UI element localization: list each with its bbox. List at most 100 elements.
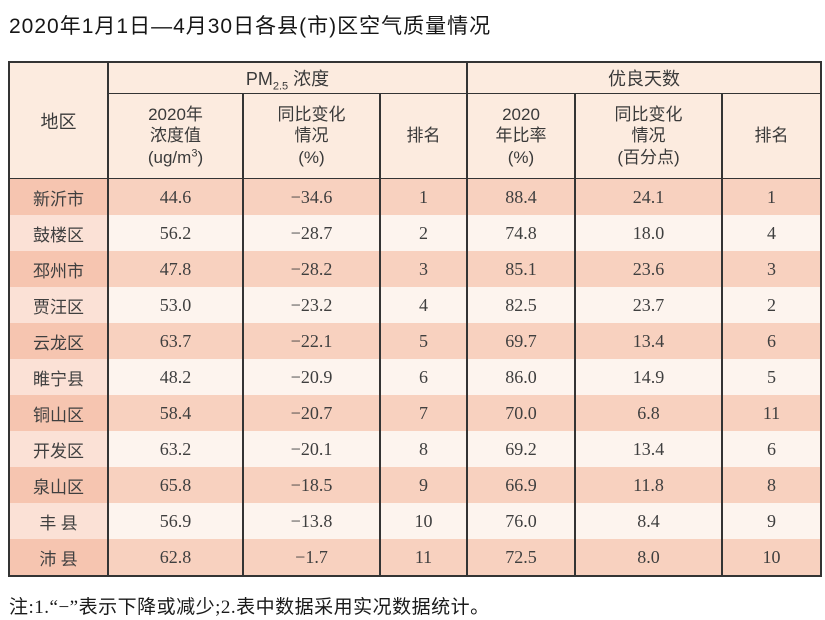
good-rank-cell: 3: [720, 251, 823, 287]
good-rate-header-line1: 2020: [502, 105, 540, 125]
good-change-cell: 18.0: [574, 215, 723, 251]
pm25-label-suffix: 浓度: [288, 69, 330, 89]
table-row: 铜山区 58.4 −20.7 7 70.0 6.8 11: [8, 395, 823, 431]
good-rate-cell: 69.7: [466, 323, 576, 359]
good-rank-cell: 10: [720, 539, 823, 576]
column-group-good-days: 优良天数: [465, 62, 823, 94]
pm-value-cell: 56.9: [107, 503, 244, 539]
pm-rank-cell: 2: [379, 215, 468, 251]
pm-unit-post: ): [197, 147, 204, 167]
column-header-pm-value: 2020年 浓度值 (ug/m3): [107, 93, 244, 179]
table-row: 开发区 63.2 −20.1 8 69.2 13.4 6: [8, 431, 823, 467]
pm-change-cell: −18.5: [242, 467, 381, 503]
region-cell: 邳州市: [8, 251, 109, 287]
region-cell: 鼓楼区: [8, 215, 109, 251]
region-cell: 铜山区: [8, 395, 109, 431]
table-row: 云龙区 63.7 −22.1 5 69.7 13.4 6: [8, 323, 823, 359]
good-rate-cell: 72.5: [466, 539, 576, 576]
good-rate-header-line2: 年比率: [495, 126, 547, 146]
pm-change-cell: −23.2: [242, 287, 381, 323]
good-rank-cell: 8: [720, 467, 823, 503]
region-cell: 开发区: [8, 431, 109, 467]
table-row: 泉山区 65.8 −18.5 9 66.9 11.8 8: [8, 467, 823, 503]
column-header-pm-rank: 排名: [379, 93, 468, 179]
table-row: 鼓楼区 56.2 −28.7 2 74.8 18.0 4: [8, 215, 823, 251]
pm-change-cell: −28.2: [242, 251, 381, 287]
pm-rank-cell: 5: [379, 323, 468, 359]
column-header-good-rank: 排名: [720, 93, 823, 179]
pm-change-cell: −34.6: [242, 178, 381, 215]
good-change-header-unit: (百分点): [617, 147, 680, 167]
good-change-header-line2: 情况: [631, 126, 666, 146]
good-rate-header-unit: (%): [507, 147, 535, 167]
pm-change-header-unit: (%): [298, 147, 325, 167]
pm-value-header-unit: (ug/m3): [109, 147, 242, 168]
good-rate-cell: 69.2: [466, 431, 576, 467]
pm25-label-prefix: PM: [245, 69, 273, 89]
region-cell: 泉山区: [8, 467, 109, 503]
good-change-cell: 8.4: [574, 503, 723, 539]
pm-rank-cell: 4: [379, 287, 468, 323]
table-header: 地区 PM2.5 浓度 优良天数 2020年 浓度值 (ug/m3) 同比变化 …: [8, 62, 823, 179]
pm-change-header-line2: 情况: [294, 126, 329, 146]
pm25-label-subscript: 2.5: [272, 80, 289, 93]
good-rank-cell: 5: [720, 359, 823, 395]
good-change-header-line1: 同比变化: [614, 105, 683, 125]
pm-value-cell: 44.6: [107, 178, 244, 215]
table-row: 邳州市 47.8 −28.2 3 85.1 23.6 3: [8, 251, 823, 287]
pm-rank-cell: 1: [379, 178, 468, 215]
table-row: 新沂市 44.6 −34.6 1 88.4 24.1 1: [8, 178, 823, 215]
table-row: 沛 县 62.8 −1.7 11 72.5 8.0 10: [8, 539, 823, 576]
table-row: 睢宁县 48.2 −20.9 6 86.0 14.9 5: [8, 359, 823, 395]
region-cell: 贾汪区: [8, 287, 109, 323]
pm-value-cell: 58.4: [107, 395, 244, 431]
air-quality-table: 地区 PM2.5 浓度 优良天数 2020年 浓度值 (ug/m3) 同比变化 …: [8, 61, 823, 577]
good-rank-cell: 11: [720, 395, 823, 431]
column-header-good-rate: 2020 年比率 (%): [466, 93, 576, 179]
pm-change-cell: −20.1: [242, 431, 381, 467]
good-rank-cell: 1: [720, 178, 823, 215]
good-rate-cell: 86.0: [466, 359, 576, 395]
pm-rank-cell: 11: [379, 539, 468, 576]
pm-unit-pre: (ug/m: [147, 147, 192, 167]
pm-change-cell: −20.7: [242, 395, 381, 431]
good-change-cell: 23.7: [574, 287, 723, 323]
header-sub-row: 2020年 浓度值 (ug/m3) 同比变化 情况 (%) 排名 2020 年比…: [9, 93, 823, 179]
pm-value-cell: 65.8: [107, 467, 244, 503]
good-rank-cell: 6: [720, 323, 823, 359]
good-rate-cell: 88.4: [466, 178, 576, 215]
pm-change-cell: −22.1: [242, 323, 381, 359]
pm-value-cell: 63.7: [107, 323, 244, 359]
pm-change-cell: −28.7: [242, 215, 381, 251]
column-group-pm25: PM2.5 浓度: [107, 62, 468, 94]
page-title: 2020年1月1日—4月30日各县(市)区空气质量情况: [9, 15, 492, 38]
good-rate-cell: 70.0: [466, 395, 576, 431]
pm-value-cell: 47.8: [107, 251, 244, 287]
good-rate-cell: 82.5: [466, 287, 576, 323]
good-change-cell: 23.6: [574, 251, 723, 287]
region-cell: 沛 县: [8, 539, 109, 576]
pm-rank-cell: 3: [379, 251, 468, 287]
good-rank-cell: 9: [720, 503, 823, 539]
good-change-cell: 11.8: [574, 467, 723, 503]
pm-value-header-line2: 浓度值: [150, 126, 201, 146]
table-row: 丰 县 56.9 −13.8 10 76.0 8.4 9: [8, 503, 823, 539]
pm-value-cell: 63.2: [107, 431, 244, 467]
good-rank-cell: 2: [720, 287, 823, 323]
region-cell: 丰 县: [8, 503, 109, 539]
pm-value-cell: 62.8: [107, 539, 244, 576]
pm-value-header-line1: 2020年: [148, 105, 203, 125]
column-header-region: 地区: [8, 62, 109, 179]
region-cell: 新沂市: [8, 178, 109, 215]
pm-rank-cell: 7: [379, 395, 468, 431]
good-rank-cell: 6: [720, 431, 823, 467]
pm-rank-cell: 10: [379, 503, 468, 539]
pm-change-header-line1: 同比变化: [277, 105, 346, 125]
region-cell: 睢宁县: [8, 359, 109, 395]
header-group-row: 地区 PM2.5 浓度 优良天数: [8, 62, 823, 179]
column-header-pm-change: 同比变化 情况 (%): [242, 93, 381, 179]
table-row: 贾汪区 53.0 −23.2 4 82.5 23.7 2: [8, 287, 823, 323]
good-rate-cell: 74.8: [466, 215, 576, 251]
pm-unit-sup: 3: [191, 146, 198, 159]
